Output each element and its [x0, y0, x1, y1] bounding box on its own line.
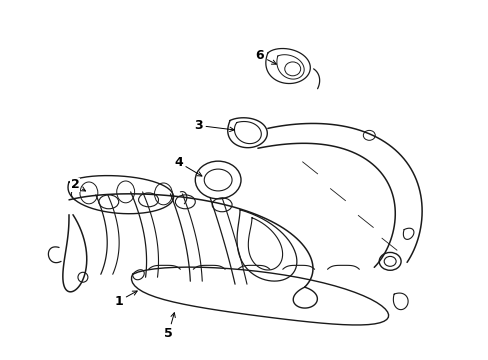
- Text: 2: 2: [70, 179, 85, 192]
- Text: 6: 6: [255, 49, 276, 64]
- Text: 3: 3: [194, 119, 234, 132]
- Text: 4: 4: [174, 156, 202, 176]
- Text: 5: 5: [164, 313, 175, 340]
- Text: 1: 1: [114, 291, 137, 307]
